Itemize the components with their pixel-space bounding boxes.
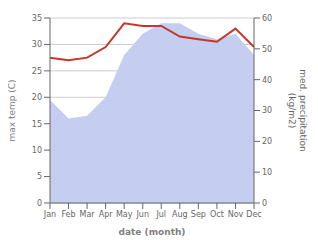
svg-text:May: May bbox=[116, 210, 133, 219]
svg-text:Sep: Sep bbox=[191, 210, 206, 219]
svg-text:Aug: Aug bbox=[172, 210, 188, 219]
svg-text:50: 50 bbox=[262, 45, 272, 54]
svg-text:20: 20 bbox=[262, 137, 272, 146]
svg-text:5: 5 bbox=[37, 172, 42, 181]
svg-text:Nov: Nov bbox=[228, 210, 244, 219]
svg-text:10: 10 bbox=[262, 168, 272, 177]
svg-text:30: 30 bbox=[32, 40, 42, 49]
svg-text:0: 0 bbox=[262, 199, 267, 208]
svg-text:max temp (C): max temp (C) bbox=[8, 79, 17, 141]
svg-text:35: 35 bbox=[32, 14, 42, 23]
svg-text:25: 25 bbox=[32, 67, 42, 76]
svg-text:Jul: Jul bbox=[155, 210, 166, 219]
svg-text:Mar: Mar bbox=[80, 210, 96, 219]
svg-text:Dec: Dec bbox=[246, 210, 261, 219]
svg-text:date (month): date (month) bbox=[119, 227, 186, 237]
svg-text:10: 10 bbox=[32, 146, 42, 155]
svg-text:30: 30 bbox=[262, 106, 272, 115]
svg-text:Oct: Oct bbox=[210, 210, 224, 219]
svg-text:15: 15 bbox=[32, 120, 42, 129]
svg-text:40: 40 bbox=[262, 76, 272, 85]
svg-text:Jun: Jun bbox=[135, 210, 149, 219]
svg-text:0: 0 bbox=[37, 199, 42, 208]
svg-text:Apr: Apr bbox=[99, 210, 114, 219]
svg-text:60: 60 bbox=[262, 14, 272, 23]
svg-text:Jan: Jan bbox=[43, 210, 56, 219]
svg-text:20: 20 bbox=[32, 93, 42, 102]
svg-text:med. precipitation(kg/m2): med. precipitation(kg/m2) bbox=[287, 69, 308, 151]
svg-text:Feb: Feb bbox=[61, 210, 75, 219]
